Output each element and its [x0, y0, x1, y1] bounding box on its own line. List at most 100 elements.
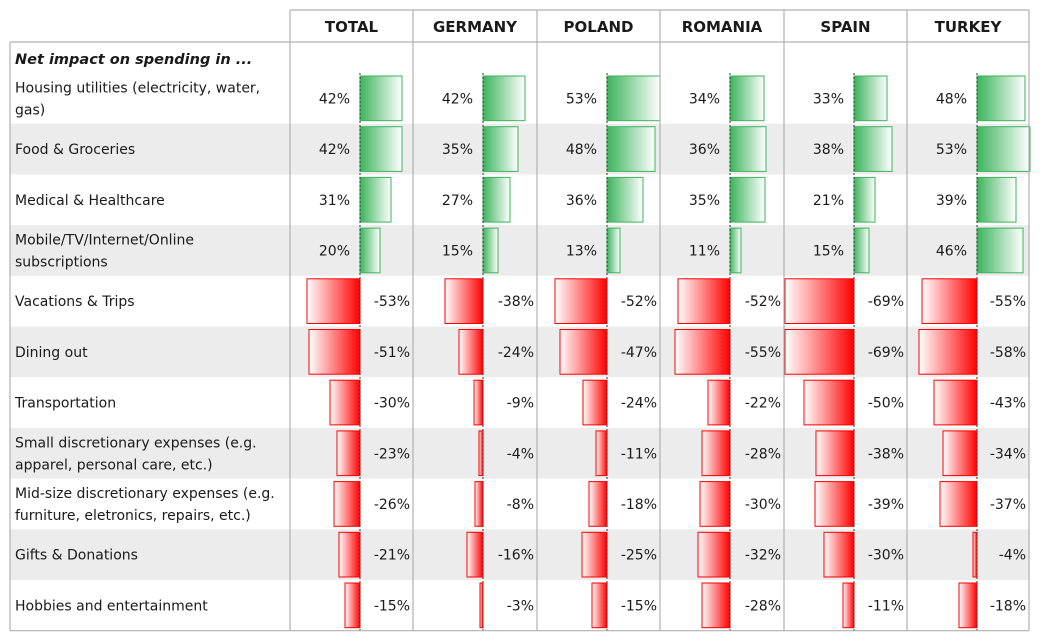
data-bar-negative	[473, 379, 484, 426]
data-bar-positive	[853, 126, 893, 172]
data-label: -50%	[868, 396, 904, 412]
row-label: Housing utilities (electricity, water, ga…	[15, 80, 260, 118]
data-bar-negative	[803, 379, 855, 426]
data-label: 48%	[936, 91, 967, 107]
data-label: 35%	[442, 142, 473, 158]
data-bar-positive	[482, 75, 526, 122]
data-bar-negative	[595, 430, 608, 477]
data-bar-negative	[699, 481, 731, 527]
data-label: 48%	[566, 142, 597, 158]
data-bar-negative	[478, 430, 484, 477]
data-bar-positive	[853, 176, 876, 223]
data-label: 33%	[813, 91, 844, 107]
column-header: GERMANY	[433, 18, 518, 36]
data-bar-positive	[482, 227, 499, 274]
data-label: -30%	[745, 497, 781, 513]
data-bar-positive	[976, 227, 1024, 274]
data-label: -28%	[745, 446, 781, 462]
data-bar-positive	[853, 227, 870, 274]
data-label: -30%	[374, 396, 410, 412]
data-bar-negative	[338, 531, 361, 578]
row-label: Hobbies and entertainment	[15, 598, 208, 614]
row-label: Medical & Healthcare	[15, 193, 165, 209]
data-label: 42%	[319, 91, 350, 107]
data-bar-positive	[853, 75, 888, 122]
data-label: -4%	[999, 548, 1026, 564]
data-label: -55%	[990, 294, 1026, 310]
data-label: 53%	[566, 91, 597, 107]
data-bar-negative	[333, 481, 361, 527]
data-label: -30%	[868, 548, 904, 564]
data-bar-positive	[976, 126, 1031, 172]
data-label: -52%	[621, 294, 657, 310]
column-header: ROMANIA	[682, 18, 763, 36]
data-bar-positive	[606, 75, 661, 122]
data-label: -24%	[621, 396, 657, 412]
data-bar-negative	[921, 278, 978, 324]
data-bar-negative	[701, 430, 731, 477]
data-label: -58%	[990, 345, 1026, 361]
data-bar-positive	[482, 176, 511, 223]
data-bar-negative	[933, 379, 978, 426]
data-label: 36%	[689, 142, 720, 158]
data-bar-positive	[359, 227, 381, 274]
data-label: -37%	[990, 497, 1026, 513]
data-label: -23%	[374, 446, 410, 462]
data-bar-negative	[784, 329, 855, 375]
data-label: -55%	[745, 345, 781, 361]
data-bar-negative	[336, 430, 361, 477]
data-bar-positive	[482, 126, 519, 172]
data-bar-negative	[842, 582, 855, 629]
data-label: 34%	[689, 91, 720, 107]
data-bar-negative	[554, 278, 608, 324]
data-label: 27%	[442, 193, 473, 209]
data-label: -16%	[498, 548, 534, 564]
data-bar-positive	[606, 227, 621, 274]
data-label: -69%	[868, 294, 904, 310]
data-label: -28%	[745, 598, 781, 614]
row-label: Food & Groceries	[15, 142, 135, 158]
data-label: -9%	[507, 396, 534, 412]
data-label: -69%	[868, 345, 904, 361]
data-bar-positive	[359, 176, 392, 223]
data-label: 42%	[319, 142, 350, 158]
data-bar-negative	[306, 278, 361, 324]
data-bar-negative	[581, 531, 608, 578]
data-bar-negative	[784, 278, 855, 324]
row-label: Mid-size discretionary expenses (e.g. fur…	[15, 486, 275, 524]
data-bar-negative	[474, 481, 484, 527]
data-label: 15%	[813, 243, 844, 259]
column-header: POLAND	[564, 18, 634, 36]
data-label: -8%	[507, 497, 534, 513]
data-label: -47%	[621, 345, 657, 361]
data-label: 20%	[319, 243, 350, 259]
data-label: 39%	[936, 193, 967, 209]
column-header: TOTAL	[325, 18, 379, 36]
row-label: Gifts & Donations	[15, 548, 138, 564]
data-label: -38%	[868, 446, 904, 462]
data-bar-negative	[677, 278, 731, 324]
data-label: -15%	[374, 598, 410, 614]
data-bar-negative	[329, 379, 361, 426]
data-bar-negative	[958, 582, 978, 629]
data-bar-negative	[444, 278, 484, 324]
data-bar-positive	[606, 176, 644, 223]
row-label: Dining out	[15, 345, 88, 361]
data-bar-positive	[729, 176, 766, 223]
data-bar-negative	[674, 329, 731, 375]
data-bar-negative	[308, 329, 361, 375]
data-bar-negative	[344, 582, 361, 629]
data-bar-positive	[729, 75, 765, 122]
data-label: -18%	[621, 497, 657, 513]
data-bar-negative	[942, 430, 978, 477]
row-label: Small discretionary expenses (e.g. appare…	[15, 435, 257, 473]
data-bar-negative	[591, 582, 608, 629]
data-label: 13%	[566, 243, 597, 259]
data-label: 21%	[813, 193, 844, 209]
data-label: -52%	[745, 294, 781, 310]
data-label: -15%	[621, 598, 657, 614]
data-label: -39%	[868, 497, 904, 513]
data-bar-negative	[707, 379, 731, 426]
data-label: -43%	[990, 396, 1026, 412]
